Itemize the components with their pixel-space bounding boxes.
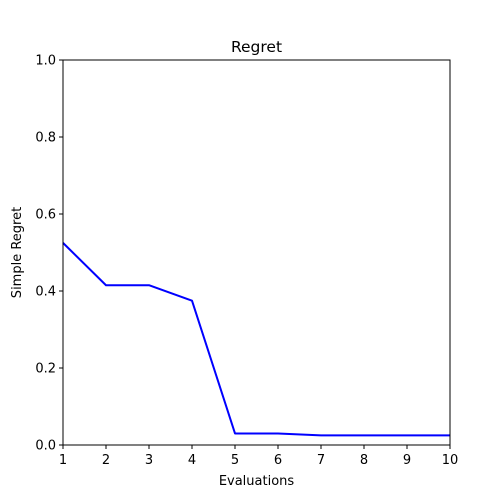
y-tick-label: 0.8 [35, 131, 56, 146]
y-tick-label: 0.0 [35, 439, 56, 454]
x-tick-label: 3 [145, 453, 153, 468]
x-axis: 1 2 3 4 5 6 7 8 9 10 [59, 445, 458, 468]
x-tick-label: 10 [442, 453, 459, 468]
y-axis-label: Simple Regret [10, 207, 25, 298]
x-axis-label: Evaluations [219, 474, 295, 489]
y-tick-label: 0.4 [35, 285, 56, 300]
plot-frame [62, 59, 451, 446]
chart-title: Regret [231, 38, 282, 56]
x-tick-label: 8 [360, 453, 368, 468]
x-tick-label: 5 [231, 453, 239, 468]
x-tick-label: 1 [59, 453, 67, 468]
y-axis: 0.0 0.2 0.4 0.6 0.8 1.0 [35, 54, 63, 454]
y-tick-label: 0.2 [35, 362, 56, 377]
x-tick-label: 4 [188, 453, 196, 468]
x-tick-label: 7 [317, 453, 325, 468]
x-tick-label: 9 [403, 453, 411, 468]
x-tick-label: 6 [274, 453, 282, 468]
x-tick-label: 2 [102, 453, 110, 468]
y-tick-label: 1.0 [35, 54, 56, 69]
plot-area [62, 242, 450, 437]
y-tick-label: 0.6 [35, 208, 56, 223]
series-line [62, 242, 450, 437]
